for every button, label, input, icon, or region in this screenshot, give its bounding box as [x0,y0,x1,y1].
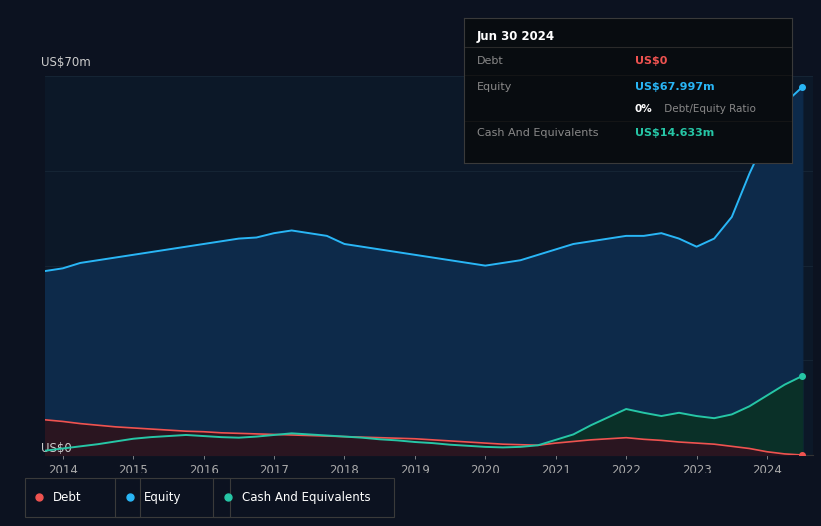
Text: Debt: Debt [477,56,504,66]
Text: Jun 30 2024: Jun 30 2024 [477,30,555,43]
Text: Debt/Equity Ratio: Debt/Equity Ratio [661,104,756,114]
Text: US$0: US$0 [635,56,667,66]
Text: Debt: Debt [53,491,82,503]
Text: Equity: Equity [477,82,512,92]
Text: 0%: 0% [635,104,653,114]
Text: US$14.633m: US$14.633m [635,128,714,138]
Text: US$70m: US$70m [41,56,91,69]
Text: US$67.997m: US$67.997m [635,82,714,92]
Text: US$0: US$0 [41,442,72,455]
Text: Cash And Equivalents: Cash And Equivalents [242,491,371,503]
Text: Equity: Equity [144,491,181,503]
Text: Cash And Equivalents: Cash And Equivalents [477,128,599,138]
